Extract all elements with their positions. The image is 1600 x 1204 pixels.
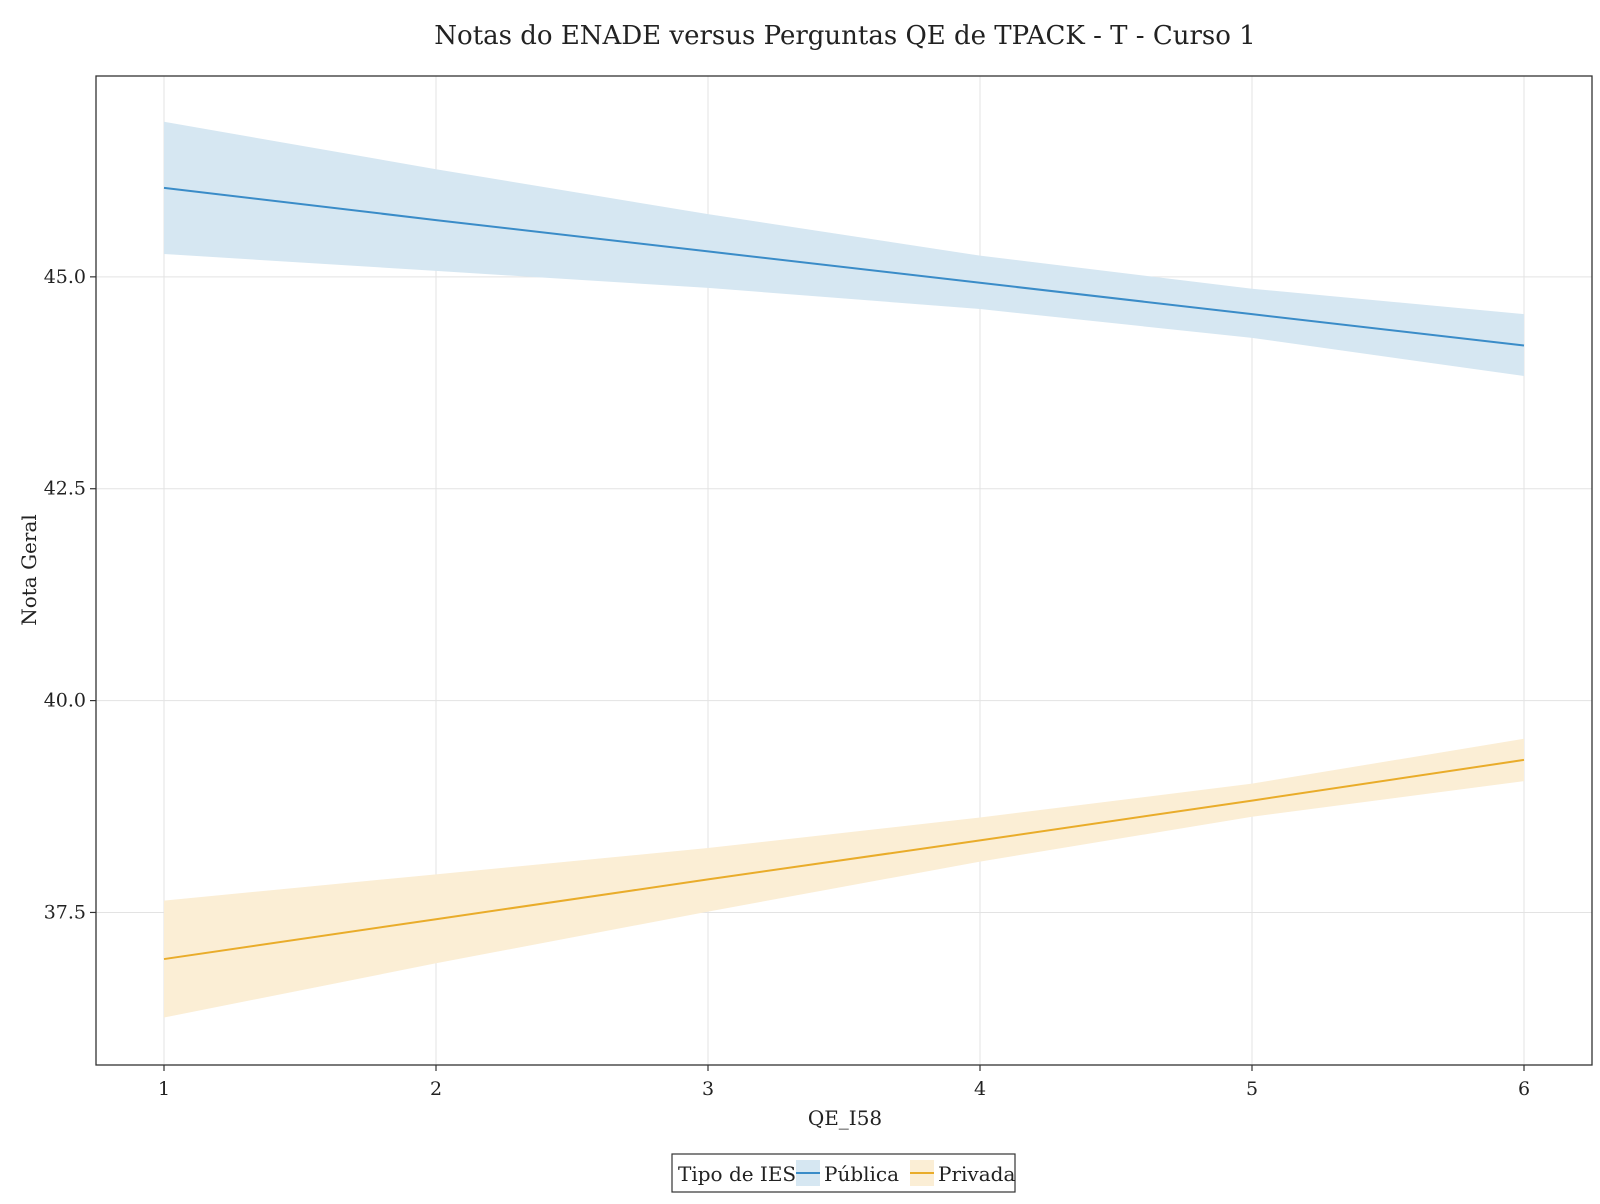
legend-label: Pública [824,1162,899,1186]
y-tick-label: 42.5 [44,478,86,500]
confidence-band-1 [164,738,1524,1018]
y-tick-label: 40.0 [44,690,86,712]
confidence-bands [164,121,1524,1018]
y-tick-label: 37.5 [44,901,86,923]
chart-title: Notas do ENADE versus Perguntas QE de TP… [434,21,1255,51]
x-tick-label: 4 [974,1078,986,1100]
legend-title: Tipo de IES [678,1162,796,1186]
x-tick-label: 3 [702,1078,714,1100]
y-tick-label: 45.0 [44,266,86,288]
plot-frame [95,75,1593,1066]
axis-ticks: 1 2 3 4 5 6 37.5 40.0 42.5 45.0 [44,266,1530,1100]
y-axis-label: Nota Geral [17,514,41,626]
x-tick-label: 1 [158,1078,170,1100]
series-lines [163,186,1525,961]
legend: Tipo de IES Pública Privada [671,1153,1016,1193]
confidence-band-0 [164,121,1524,377]
series-line-0 [163,186,1525,347]
x-tick-label: 6 [1518,1078,1530,1100]
x-axis-label: QE_I58 [808,1106,882,1130]
series-line-1 [163,758,1525,961]
legend-label: Privada [938,1162,1015,1186]
x-tick-label: 2 [430,1078,442,1100]
legend-box [671,1153,1016,1193]
x-tick-label: 5 [1246,1078,1258,1100]
